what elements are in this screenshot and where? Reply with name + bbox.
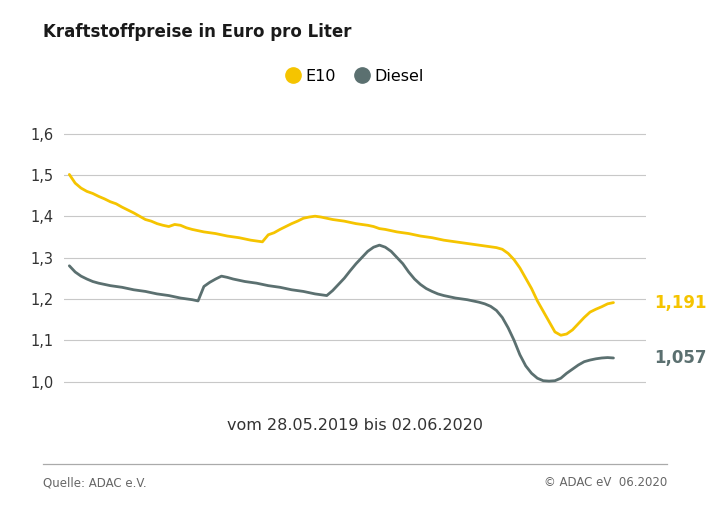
Legend: E10, Diesel: E10, Diesel bbox=[280, 62, 430, 90]
Text: 1,191: 1,191 bbox=[655, 293, 707, 311]
Text: 1,057: 1,057 bbox=[655, 349, 707, 367]
Text: Kraftstoffpreise in Euro pro Liter: Kraftstoffpreise in Euro pro Liter bbox=[43, 23, 351, 41]
Text: Quelle: ADAC e.V.: Quelle: ADAC e.V. bbox=[43, 476, 146, 489]
Text: vom 28.05.2019 bis 02.06.2020: vom 28.05.2019 bis 02.06.2020 bbox=[227, 418, 483, 433]
Text: © ADAC eV  06.2020: © ADAC eV 06.2020 bbox=[544, 476, 667, 489]
